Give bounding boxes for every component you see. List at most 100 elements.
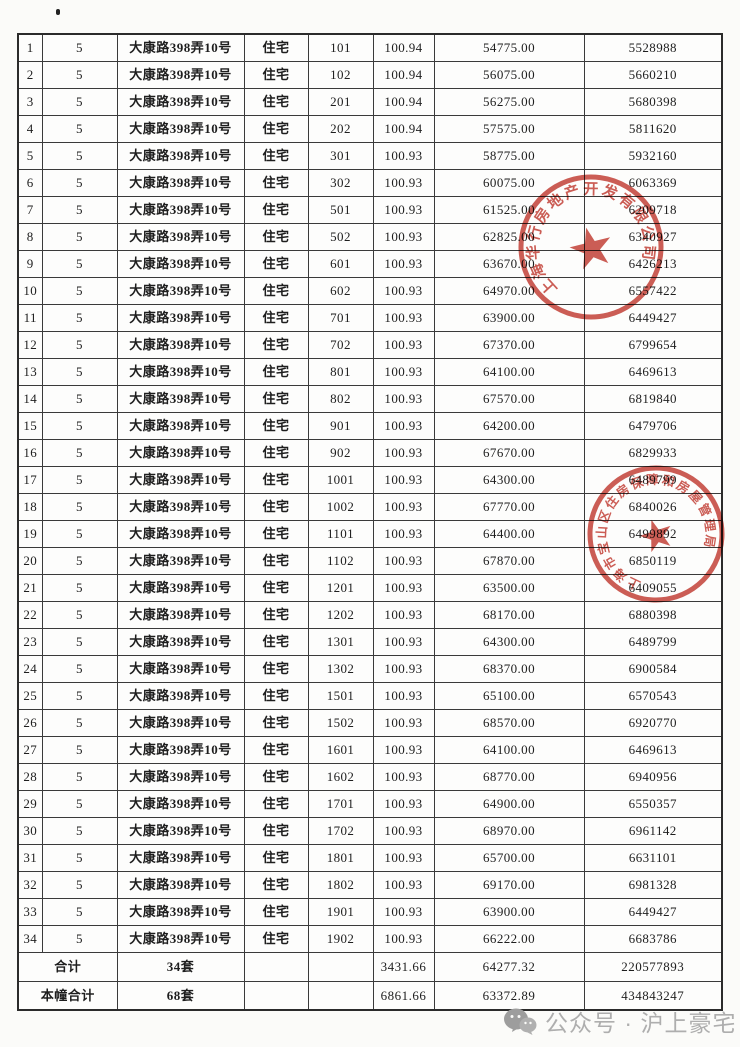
cell-row-number: 23	[17, 627, 43, 656]
cell-building-number: 5	[41, 789, 118, 818]
cell-area: 100.93	[372, 654, 435, 683]
cell-use-type: 住宅	[243, 87, 309, 116]
table-row: 32 5 大康路398弄10号 住宅 1802 100.93 69170.00 …	[17, 870, 723, 899]
cell-use-type: 住宅	[243, 546, 309, 575]
cell-area: 100.93	[372, 924, 435, 953]
cell-building-number: 5	[41, 897, 118, 926]
cell-use-type: 住宅	[243, 222, 309, 251]
cell-use-type: 住宅	[243, 789, 309, 818]
cell-use-type: 住宅	[243, 816, 309, 845]
cell-address: 大康路398弄10号	[116, 114, 245, 143]
cell-building-number: 5	[41, 438, 118, 467]
table-row: 12 5 大康路398弄10号 住宅 702 100.93 67370.00 6…	[17, 330, 723, 359]
cell-unit-price: 67570.00	[433, 384, 585, 413]
cell-use-type: 住宅	[243, 168, 309, 197]
cell-address: 大康路398弄10号	[116, 33, 245, 62]
cell-use-type: 住宅	[243, 276, 309, 305]
cell-row-number: 9	[17, 249, 43, 278]
cell-building-number: 5	[41, 303, 118, 332]
cell-total-price: 6840026	[583, 492, 723, 521]
cell-row-number: 5	[17, 141, 43, 170]
cell-building-number: 5	[41, 249, 118, 278]
cell-room-number: 1302	[307, 654, 374, 683]
table-row: 3 5 大康路398弄10号 住宅 201 100.94 56275.00 56…	[17, 87, 723, 116]
cell-use-type: 住宅	[243, 438, 309, 467]
cell-unit-price: 58775.00	[433, 141, 585, 170]
cell-unit-price: 67870.00	[433, 546, 585, 575]
cell-use-type: 住宅	[243, 465, 309, 494]
cell-use-type: 住宅	[243, 357, 309, 386]
watermark-text: 公众号 · 沪上豪宅	[545, 1010, 737, 1036]
cell-row-number: 16	[17, 438, 43, 467]
cell-unit-price: 68570.00	[433, 708, 585, 737]
table-row: 7 5 大康路398弄10号 住宅 501 100.93 61525.00 62…	[17, 195, 723, 224]
cell-unit-price: 64300.00	[433, 627, 585, 656]
cell-unit-price: 68770.00	[433, 762, 585, 791]
cell-unit-price: 68970.00	[433, 816, 585, 845]
cell-total-price: 5528988	[583, 33, 723, 62]
cell-room-number: 802	[307, 384, 374, 413]
cell-total-price: 6449427	[583, 897, 723, 926]
cell-unit-price: 67370.00	[433, 330, 585, 359]
cell-area: 100.93	[372, 357, 435, 386]
cell-use-type: 住宅	[243, 492, 309, 521]
cell-unit-price: 57575.00	[433, 114, 585, 143]
price-table: 1 5 大康路398弄10号 住宅 101 100.94 54775.00 55…	[17, 33, 723, 1011]
cell-building-number: 5	[41, 141, 118, 170]
table-row: 2 5 大康路398弄10号 住宅 102 100.94 56075.00 56…	[17, 60, 723, 89]
table-row: 10 5 大康路398弄10号 住宅 602 100.93 64970.00 6…	[17, 276, 723, 305]
cell-room-number: 801	[307, 357, 374, 386]
cell-total-price: 6940956	[583, 762, 723, 791]
wechat-icon	[504, 1008, 537, 1035]
cell-building-number: 5	[41, 33, 118, 62]
cell-room-number: 1701	[307, 789, 374, 818]
cell-address: 大康路398弄10号	[116, 870, 245, 899]
cell-room-number: 1501	[307, 681, 374, 710]
cell-building-number: 5	[41, 222, 118, 251]
cell-room-number: 1502	[307, 708, 374, 737]
cell-address: 大康路398弄10号	[116, 330, 245, 359]
table-row: 29 5 大康路398弄10号 住宅 1701 100.93 64900.00 …	[17, 789, 723, 818]
cell-summary-label: 本幢合计	[17, 980, 118, 1011]
table-row: 15 5 大康路398弄10号 住宅 901 100.93 64200.00 6…	[17, 411, 723, 440]
cell-total-price: 5932160	[583, 141, 723, 170]
cell-row-number: 7	[17, 195, 43, 224]
cell-row-number: 30	[17, 816, 43, 845]
cell-use-type: 住宅	[243, 735, 309, 764]
cell-unit-price: 56275.00	[433, 87, 585, 116]
cell-use-type: 住宅	[243, 843, 309, 872]
cell-area: 100.93	[372, 492, 435, 521]
cell-area: 100.93	[372, 546, 435, 575]
cell-total-price: 6961142	[583, 816, 723, 845]
cell-area: 100.93	[372, 438, 435, 467]
cell-address: 大康路398弄10号	[116, 627, 245, 656]
table-row: 4 5 大康路398弄10号 住宅 202 100.94 57575.00 58…	[17, 114, 723, 143]
cell-area: 100.93	[372, 195, 435, 224]
cell-building-number: 5	[41, 330, 118, 359]
cell-total-price: 6469613	[583, 357, 723, 386]
cell-address: 大康路398弄10号	[116, 573, 245, 602]
cell-total-price: 6499892	[583, 519, 723, 548]
cell-unit-price: 64200.00	[433, 411, 585, 440]
cell-row-number: 29	[17, 789, 43, 818]
cell-area: 100.93	[372, 897, 435, 926]
cell-total-price: 6799654	[583, 330, 723, 359]
cell-row-number: 14	[17, 384, 43, 413]
cell-unit-price: 60075.00	[433, 168, 585, 197]
cell-room-number: 901	[307, 411, 374, 440]
cell-room-number: 1602	[307, 762, 374, 791]
cell-room-number: 502	[307, 222, 374, 251]
cell-row-number: 32	[17, 870, 43, 899]
cell-unit-price: 56075.00	[433, 60, 585, 89]
cell-room-number: 1301	[307, 627, 374, 656]
cell-row-number: 1	[17, 33, 43, 62]
cell-address: 大康路398弄10号	[116, 276, 245, 305]
cell-address: 大康路398弄10号	[116, 249, 245, 278]
cell-address: 大康路398弄10号	[116, 168, 245, 197]
cell-empty	[307, 980, 374, 1011]
cell-area: 100.93	[372, 519, 435, 548]
table-row: 34 5 大康路398弄10号 住宅 1902 100.93 66222.00 …	[17, 924, 723, 953]
table-row: 28 5 大康路398弄10号 住宅 1602 100.93 68770.00 …	[17, 762, 723, 791]
cell-total-price: 6829933	[583, 438, 723, 467]
table-row: 16 5 大康路398弄10号 住宅 902 100.93 67670.00 6…	[17, 438, 723, 467]
